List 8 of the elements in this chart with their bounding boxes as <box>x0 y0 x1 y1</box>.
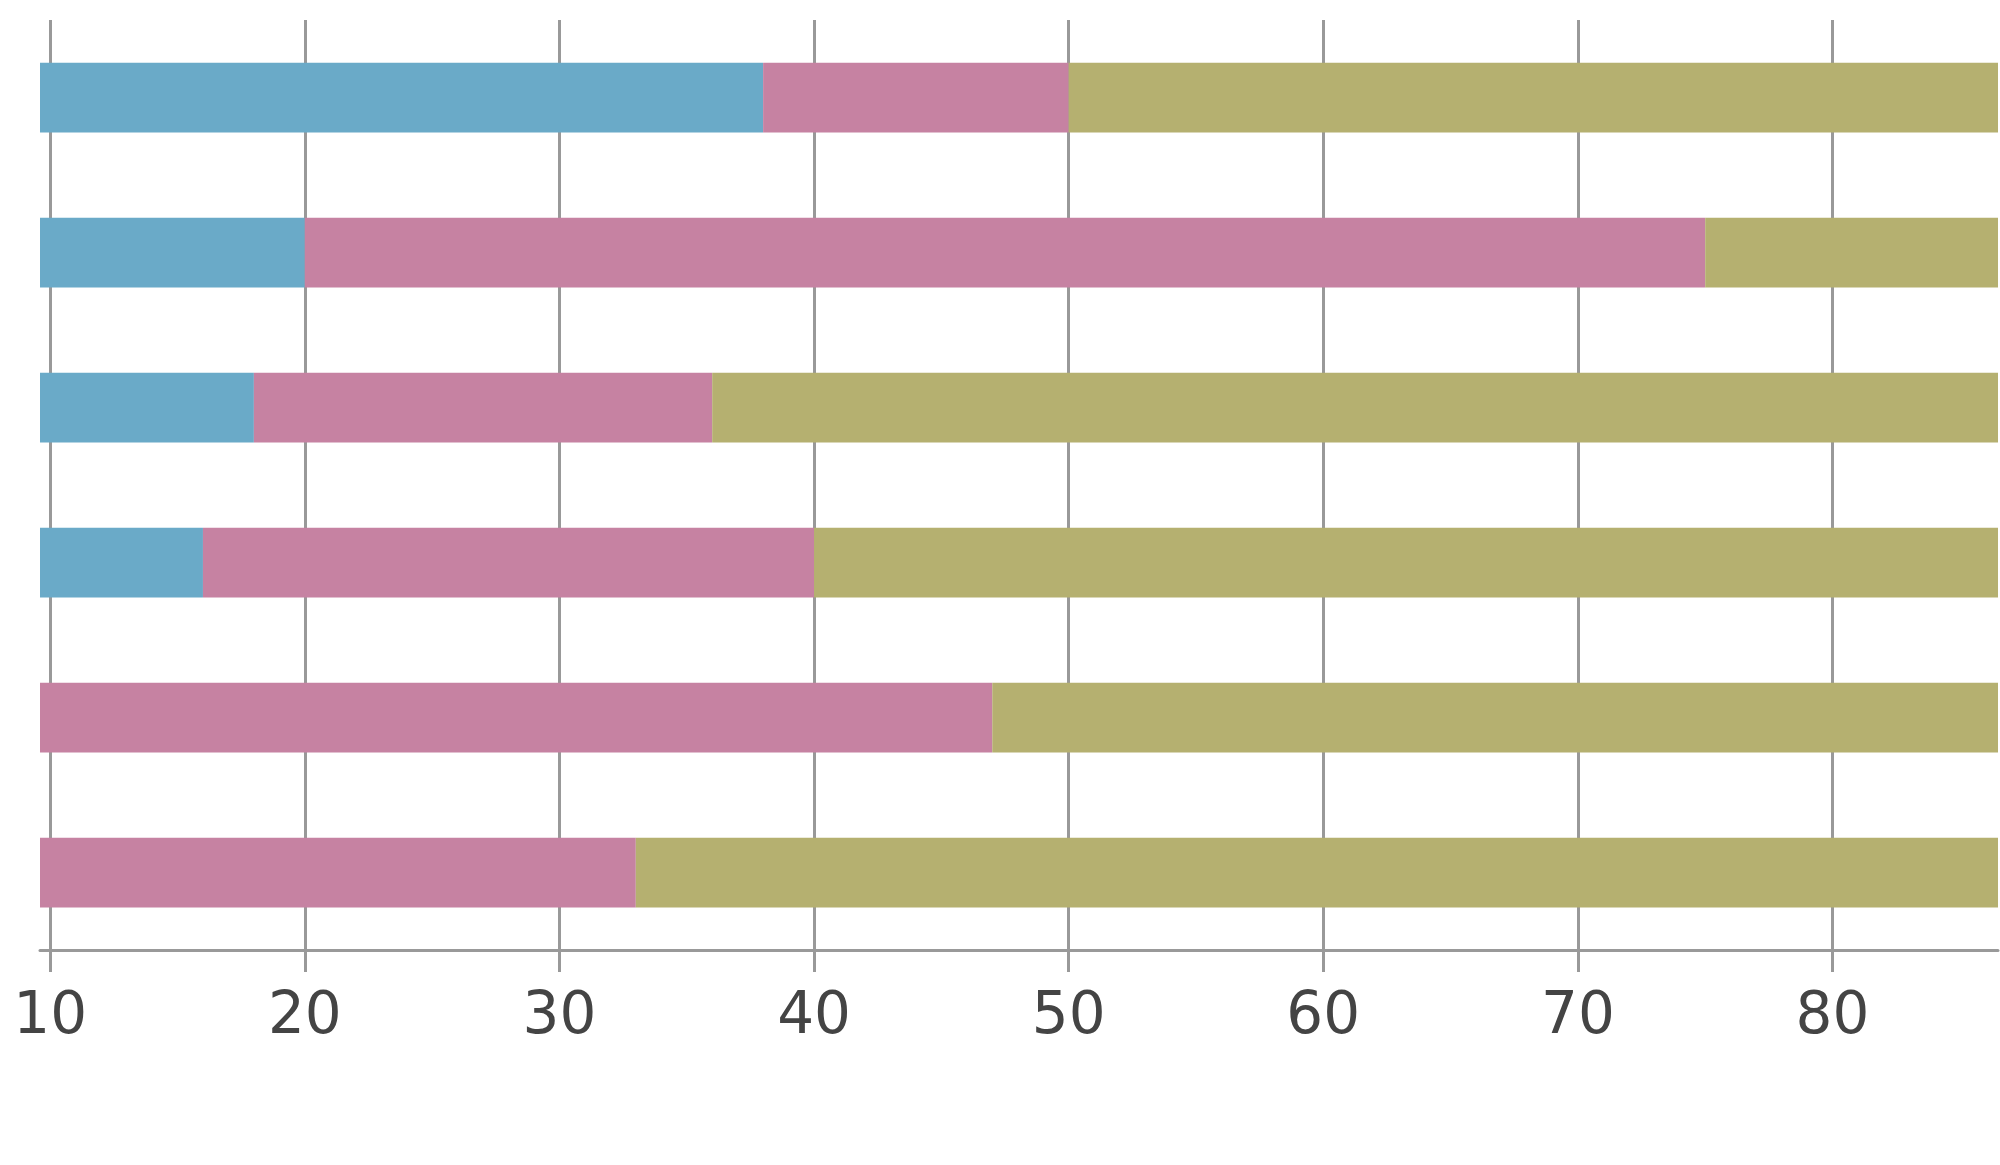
x-tick-label: 40 <box>777 979 851 1047</box>
x-tick-label: 10 <box>13 979 88 1047</box>
x-tick-label: 50 <box>1031 979 1106 1047</box>
x-tick-label: 70 <box>1540 979 1615 1047</box>
x-tick-label: 30 <box>522 979 597 1047</box>
x-tick-label: 60 <box>1286 979 1361 1047</box>
x-tick-label: 80 <box>1795 979 1870 1047</box>
x-tick-label: 20 <box>267 979 342 1047</box>
